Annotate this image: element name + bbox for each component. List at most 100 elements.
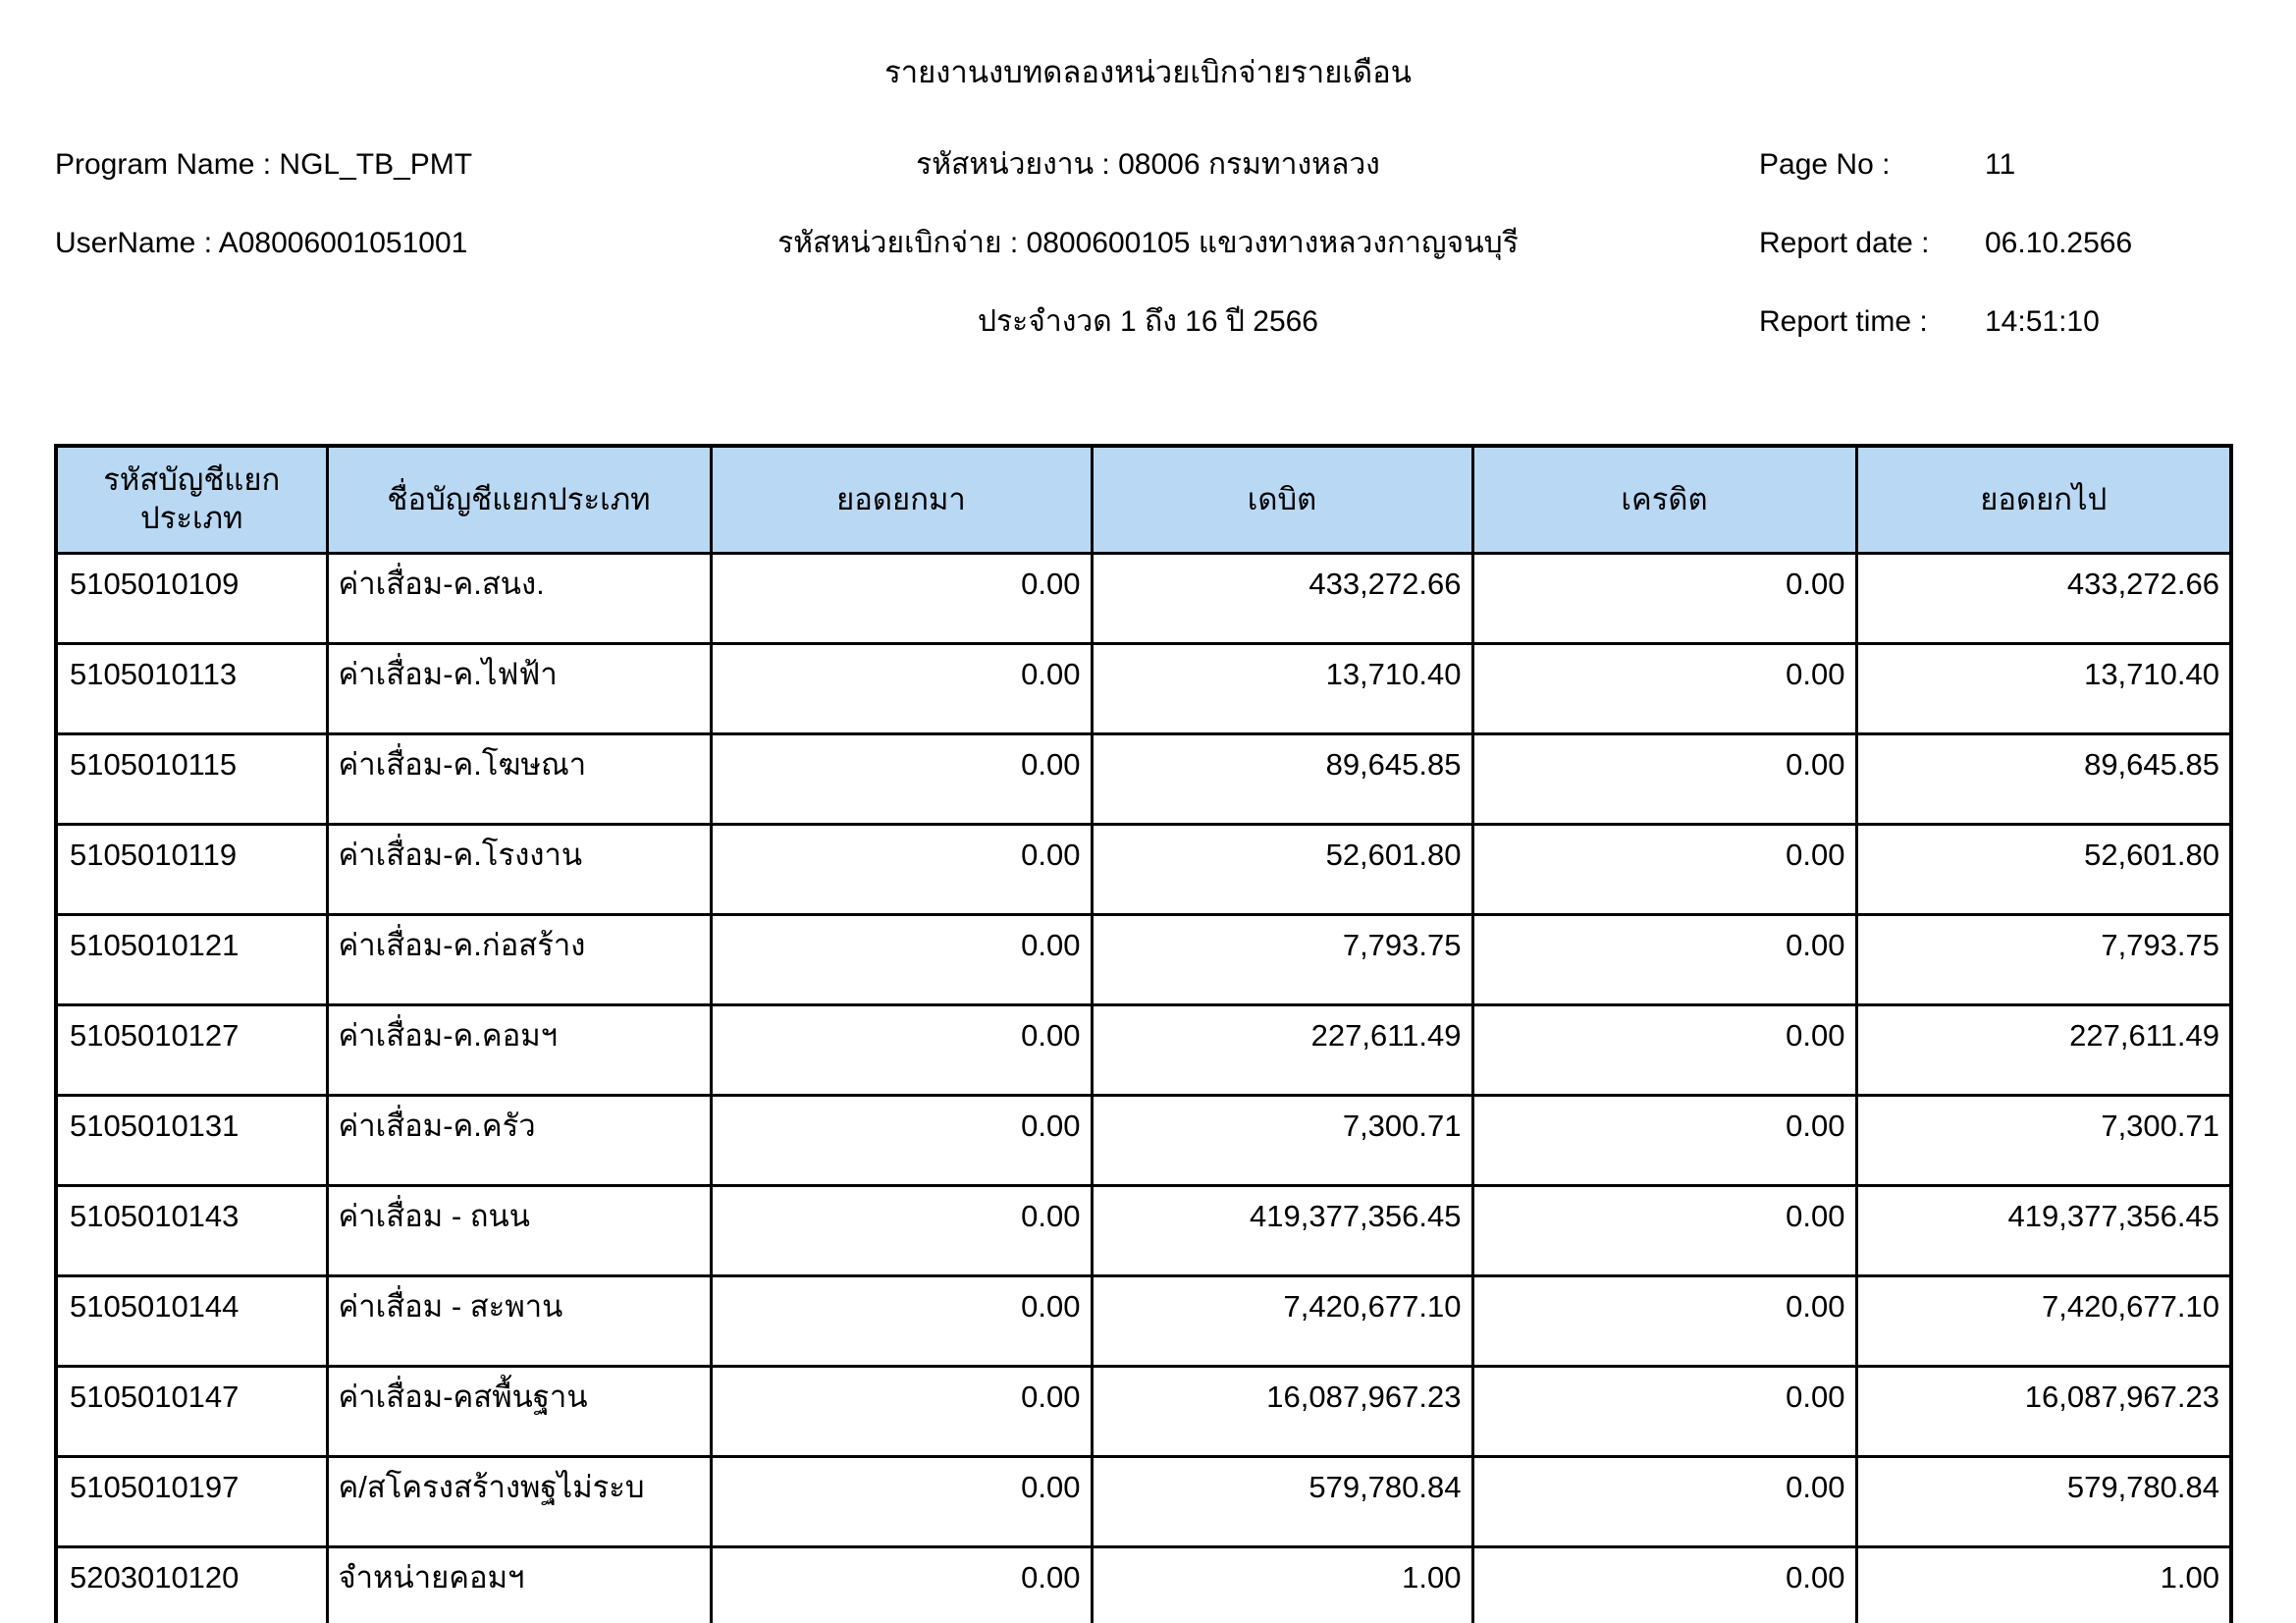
credit-cell: 0.00 bbox=[1470, 1545, 1858, 1623]
table-row: 5105010143 ค่าเสื่อม - ถนน 0.00 419,377,… bbox=[54, 1184, 2233, 1277]
username-value: A08006001051001 bbox=[218, 227, 468, 259]
debit-cell: 7,420,677.10 bbox=[1090, 1274, 1474, 1368]
debit-cell: 89,645.85 bbox=[1090, 732, 1474, 826]
account-name-cell: ค่าเสื่อม-ค.โฆษณา bbox=[325, 732, 713, 826]
debit-cell: 419,377,356.45 bbox=[1090, 1184, 1474, 1277]
balance-brought-forward-cell: 0.00 bbox=[709, 1365, 1094, 1458]
debit-cell: 433,272.66 bbox=[1090, 552, 1474, 645]
account-code-cell: 5105010127 bbox=[54, 1003, 329, 1097]
balance-carried-forward-cell: 1.00 bbox=[1854, 1545, 2233, 1623]
report-time-value: 14:51:10 bbox=[1985, 305, 2100, 338]
table-row: 5105010197 ค/สโครงสร้างพฐไม่ระบ 0.00 579… bbox=[54, 1455, 2233, 1548]
col-header-debit: เดบิต bbox=[1090, 444, 1474, 555]
account-code-cell: 5105010119 bbox=[54, 823, 329, 916]
account-code-cell: 5105010144 bbox=[54, 1274, 329, 1368]
balance-carried-forward-cell: 52,601.80 bbox=[1854, 823, 2233, 916]
page-no-value: 11 bbox=[1985, 148, 2016, 181]
report-title: รายงานงบทดลองหน่วยเบิกจ่ายรายเดือน bbox=[884, 55, 1412, 89]
table-row: 5105010131 ค่าเสื่อม-ค.ครัว 0.00 7,300.7… bbox=[54, 1094, 2233, 1187]
debit-cell: 7,793.75 bbox=[1090, 913, 1474, 1006]
balance-carried-forward-cell: 7,793.75 bbox=[1854, 913, 2233, 1006]
report-date-label: Report date : bbox=[1759, 227, 1930, 259]
report-time-label: Report time : bbox=[1759, 305, 1928, 338]
balance-brought-forward-cell: 0.00 bbox=[709, 732, 1094, 826]
account-name-cell: ค่าเสื่อม-ค.สนง. bbox=[325, 552, 713, 645]
balance-brought-forward-cell: 0.00 bbox=[709, 1094, 1094, 1187]
username-label: UserName : bbox=[55, 227, 219, 259]
program-name-label: Program Name : bbox=[55, 148, 280, 181]
account-code-cell: 5105010113 bbox=[54, 642, 329, 735]
balance-brought-forward-cell: 0.00 bbox=[709, 642, 1094, 735]
account-name-cell: ค่าเสื่อม-คสพื้นฐาน bbox=[325, 1365, 713, 1458]
debit-cell: 13,710.40 bbox=[1090, 642, 1474, 735]
account-code-cell: 5105010197 bbox=[54, 1455, 329, 1548]
table-row: 5105010119 ค่าเสื่อม-ค.โรงงาน 0.00 52,60… bbox=[54, 823, 2233, 916]
account-code-cell: 5105010143 bbox=[54, 1184, 329, 1277]
balance-carried-forward-cell: 89,645.85 bbox=[1854, 732, 2233, 826]
balance-carried-forward-cell: 433,272.66 bbox=[1854, 552, 2233, 645]
table-row: 5105010147 ค่าเสื่อม-คสพื้นฐาน 0.00 16,0… bbox=[54, 1365, 2233, 1458]
account-name-cell: ค/สโครงสร้างพฐไม่ระบ bbox=[325, 1455, 713, 1548]
account-code-cell: 5105010115 bbox=[54, 732, 329, 826]
credit-cell: 0.00 bbox=[1470, 1184, 1858, 1277]
balance-carried-forward-cell: 13,710.40 bbox=[1854, 642, 2233, 735]
balance-brought-forward-cell: 0.00 bbox=[709, 1184, 1094, 1277]
balance-brought-forward-cell: 0.00 bbox=[709, 913, 1094, 1006]
program-name-value: NGL_TB_PMT bbox=[279, 148, 473, 181]
debit-cell: 7,300.71 bbox=[1090, 1094, 1474, 1187]
account-name-cell: ค่าเสื่อม-ค.โรงงาน bbox=[325, 823, 713, 916]
balance-carried-forward-cell: 7,300.71 bbox=[1854, 1094, 2233, 1187]
balance-brought-forward-cell: 0.00 bbox=[709, 823, 1094, 916]
table-row: 5105010109 ค่าเสื่อม-ค.สนง. 0.00 433,272… bbox=[54, 552, 2233, 645]
table-row: 5105010115 ค่าเสื่อม-ค.โฆษณา 0.00 89,645… bbox=[54, 732, 2233, 826]
agency-code-line: รหัสหน่วยงาน : 08006 กรมทางหลวง bbox=[916, 148, 1380, 181]
trial-balance-table: รหัสบัญชีแยกประเภท ชื่อบัญชีแยกประเภท ยอ… bbox=[54, 444, 2233, 1623]
table-row: 5105010144 ค่าเสื่อม - สะพาน 0.00 7,420,… bbox=[54, 1274, 2233, 1368]
debit-cell: 227,611.49 bbox=[1090, 1003, 1474, 1097]
account-name-cell: ค่าเสื่อม-ค.ครัว bbox=[325, 1094, 713, 1187]
period-line: ประจำงวด 1 ถึง 16 ปี 2566 bbox=[978, 305, 1318, 338]
debit-cell: 16,087,967.23 bbox=[1090, 1365, 1474, 1458]
table-row: 5105010113 ค่าเสื่อม-ค.ไฟฟ้า 0.00 13,710… bbox=[54, 642, 2233, 735]
col-header-balance-brought-forward: ยอดยกมา bbox=[709, 444, 1094, 555]
username-line: UserName : A08006001051001 bbox=[55, 222, 467, 265]
program-name-line: Program Name : NGL_TB_PMT bbox=[55, 143, 472, 187]
balance-carried-forward-cell: 7,420,677.10 bbox=[1854, 1274, 2233, 1368]
balance-brought-forward-cell: 0.00 bbox=[709, 1455, 1094, 1548]
credit-cell: 0.00 bbox=[1470, 732, 1858, 826]
col-header-balance-carried-forward: ยอดยกไป bbox=[1854, 444, 2233, 555]
credit-cell: 0.00 bbox=[1470, 913, 1858, 1006]
table-row: 5203010120 จำหน่ายคอมฯ 0.00 1.00 0.00 1.… bbox=[54, 1545, 2233, 1623]
balance-carried-forward-cell: 579,780.84 bbox=[1854, 1455, 2233, 1548]
account-name-cell: ค่าเสื่อม - ถนน bbox=[325, 1184, 713, 1277]
account-name-cell: จำหน่ายคอมฯ bbox=[325, 1545, 713, 1623]
balance-carried-forward-cell: 419,377,356.45 bbox=[1854, 1184, 2233, 1277]
account-code-cell: 5105010147 bbox=[54, 1365, 329, 1458]
balance-brought-forward-cell: 0.00 bbox=[709, 1003, 1094, 1097]
balance-carried-forward-cell: 16,087,967.23 bbox=[1854, 1365, 2233, 1458]
account-code-cell: 5105010109 bbox=[54, 552, 329, 645]
debit-cell: 1.00 bbox=[1090, 1545, 1474, 1623]
account-code-cell: 5105010121 bbox=[54, 913, 329, 1006]
table-row: 5105010121 ค่าเสื่อม-ค.ก่อสร้าง 0.00 7,7… bbox=[54, 913, 2233, 1006]
credit-cell: 0.00 bbox=[1470, 1365, 1858, 1458]
col-header-account-name: ชื่อบัญชีแยกประเภท bbox=[325, 444, 713, 555]
account-name-cell: ค่าเสื่อม - สะพาน bbox=[325, 1274, 713, 1368]
col-header-credit: เครดิต bbox=[1470, 444, 1858, 555]
credit-cell: 0.00 bbox=[1470, 823, 1858, 916]
table-row: 5105010127 ค่าเสื่อม-ค.คอมฯ 0.00 227,611… bbox=[54, 1003, 2233, 1097]
credit-cell: 0.00 bbox=[1470, 1455, 1858, 1548]
debit-cell: 579,780.84 bbox=[1090, 1455, 1474, 1548]
credit-cell: 0.00 bbox=[1470, 1094, 1858, 1187]
account-name-cell: ค่าเสื่อม-ค.คอมฯ bbox=[325, 1003, 713, 1097]
account-name-cell: ค่าเสื่อม-ค.ก่อสร้าง bbox=[325, 913, 713, 1006]
disbursement-unit-line: รหัสหน่วยเบิกจ่าย : 0800600105 แขวงทางหล… bbox=[777, 227, 1519, 259]
credit-cell: 0.00 bbox=[1470, 552, 1858, 645]
credit-cell: 0.00 bbox=[1470, 1274, 1858, 1368]
report-date-value: 06.10.2566 bbox=[1985, 227, 2133, 259]
account-code-cell: 5203010120 bbox=[54, 1545, 329, 1623]
account-name-cell: ค่าเสื่อม-ค.ไฟฟ้า bbox=[325, 642, 713, 735]
balance-brought-forward-cell: 0.00 bbox=[709, 552, 1094, 645]
balance-carried-forward-cell: 227,611.49 bbox=[1854, 1003, 2233, 1097]
